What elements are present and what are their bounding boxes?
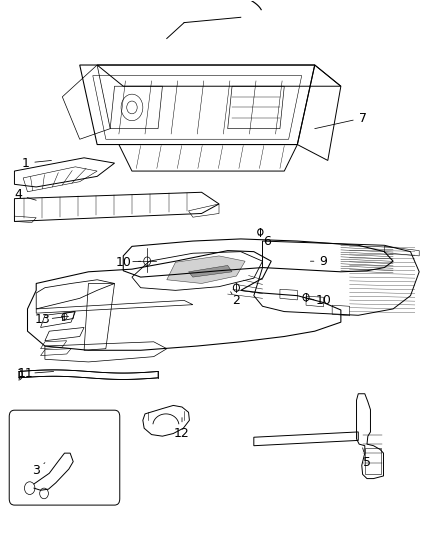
Text: 12: 12 [174,427,190,440]
Text: 10: 10 [115,256,131,269]
Polygon shape [167,256,245,284]
Text: 9: 9 [319,255,327,268]
Polygon shape [188,265,232,277]
Text: 7: 7 [359,111,367,125]
Text: 6: 6 [263,235,271,247]
Text: 4: 4 [14,189,22,201]
Text: 1: 1 [21,157,29,169]
Text: 3: 3 [32,464,40,477]
Text: 2: 2 [233,294,240,308]
Text: 10: 10 [315,294,332,308]
Text: 5: 5 [363,456,371,469]
Text: 13: 13 [35,313,51,326]
Text: 11: 11 [18,367,33,380]
